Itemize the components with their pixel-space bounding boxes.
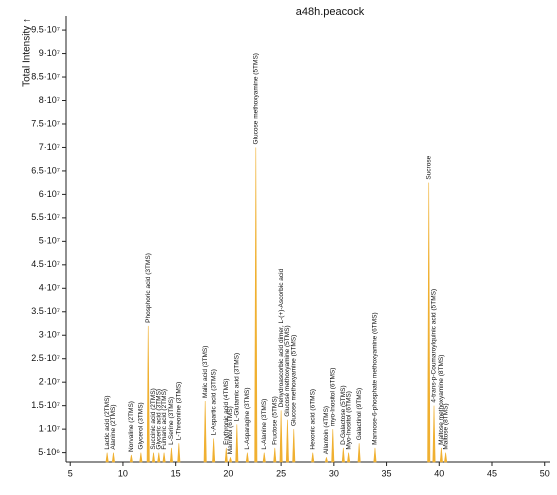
x-tick-label: 25 bbox=[276, 468, 286, 478]
peak-label: Malic acid (3TMS) bbox=[202, 346, 209, 398]
peak bbox=[262, 452, 266, 463]
y-tick-label: 8.5·10⁷ bbox=[31, 71, 60, 81]
peak-label: Allantoin (4TMS) bbox=[323, 406, 330, 454]
y-tick-label: 2·10⁷ bbox=[39, 377, 60, 387]
peak bbox=[162, 452, 166, 463]
x-tick-label: 40 bbox=[434, 468, 444, 478]
peak-label: Glucose methoxyamine (5TMS) bbox=[284, 325, 291, 416]
peak bbox=[373, 447, 377, 463]
peak-label: L-Threonine (3TMS) bbox=[176, 382, 183, 441]
peak bbox=[292, 429, 296, 463]
peak bbox=[324, 457, 329, 463]
peak bbox=[439, 447, 443, 463]
y-tick-label: 5.5·10⁷ bbox=[31, 212, 60, 222]
chart-title: a48h.peacock bbox=[296, 6, 365, 18]
x-tick-label: 20 bbox=[223, 468, 233, 478]
peak-label: Fumaric acid (2TMS) bbox=[161, 389, 168, 450]
y-tick-label: 7·10⁷ bbox=[39, 142, 60, 152]
peak bbox=[254, 147, 258, 463]
peak bbox=[285, 419, 289, 463]
peak bbox=[111, 452, 115, 463]
x-tick-label: 10 bbox=[118, 468, 128, 478]
peak bbox=[177, 443, 181, 463]
peak-label: Galactinol (9TMS) bbox=[356, 388, 363, 440]
peak bbox=[212, 438, 216, 463]
peak bbox=[341, 447, 345, 463]
peak-label: Hexonic acid (6TMS) bbox=[309, 389, 316, 450]
peak bbox=[146, 325, 150, 463]
peak-label: L-Serine (3TMS) bbox=[168, 397, 175, 445]
peak-label: L-Aspartic acid (3TMS) bbox=[210, 369, 217, 435]
y-tick-label: 7.5·10⁷ bbox=[31, 118, 60, 128]
x-tick-label: 5 bbox=[68, 468, 73, 478]
y-tick-label: 3·10⁷ bbox=[39, 330, 60, 340]
peak bbox=[347, 452, 351, 463]
y-tick-label: 2.5·10⁷ bbox=[31, 353, 60, 363]
peak-label: Fructose (5TMS) bbox=[272, 396, 279, 445]
peak bbox=[169, 447, 173, 463]
y-tick-label: 8·10⁷ bbox=[39, 95, 60, 105]
peak-label: Maltose methoxyamine (8TMS) bbox=[438, 355, 445, 445]
peak-label: Phosphoric acid (3TMS) bbox=[145, 253, 152, 323]
peak-label: Alanine (2TMS) bbox=[110, 404, 117, 449]
peak-label: myo-Inositol (6TMS) bbox=[329, 368, 336, 427]
peak-label: Mannose-6-phosphate methoxyamine (6TMS) bbox=[372, 312, 379, 445]
peak-label: D-Galactose (5TMS) bbox=[340, 385, 347, 445]
peak bbox=[129, 454, 133, 463]
peak-label: Glucose methoxyamine (5TMS) bbox=[290, 335, 297, 426]
peak-label: Maltose (8TMS) bbox=[442, 403, 449, 449]
peak bbox=[203, 400, 207, 463]
peak-label: Myo-Inositol (6TMS) bbox=[345, 391, 352, 450]
peak bbox=[444, 452, 448, 463]
y-tick-label: 4.5·10⁷ bbox=[31, 259, 60, 269]
peak-label: Lactic acid (2TMS) bbox=[104, 395, 111, 449]
x-tick-label: 35 bbox=[382, 468, 392, 478]
peak-label: L-Glutamic acid (3TMS) bbox=[234, 353, 241, 422]
y-axis-label: Total Intensity ↑ bbox=[22, 18, 33, 87]
peak-label: Dehydroascorbic acid dimer, L-(+)-Ascorb… bbox=[278, 268, 285, 407]
peak bbox=[157, 452, 161, 463]
peak bbox=[105, 452, 109, 463]
y-tick-label: 6.5·10⁷ bbox=[31, 165, 60, 175]
y-tick-label: 9.5·10⁷ bbox=[31, 24, 60, 34]
peak bbox=[311, 452, 315, 463]
peak bbox=[273, 447, 277, 463]
y-tick-label: 4·10⁷ bbox=[39, 283, 60, 293]
peak bbox=[228, 457, 233, 463]
peak-label: Glyceric acid (3TMS) bbox=[156, 389, 163, 450]
peak-label: Norvaline (2TMS) bbox=[128, 401, 135, 452]
peak bbox=[357, 443, 361, 463]
y-tick-label: 3.5·10⁷ bbox=[31, 306, 60, 316]
peak-label: Succinic acid (2TMS) bbox=[150, 388, 157, 449]
peak-label: Glucose methoxyamine (5TMS) bbox=[253, 53, 260, 144]
x-tick-label: 50 bbox=[540, 468, 550, 478]
y-tick-label: 1.5·10⁷ bbox=[31, 400, 60, 410]
y-tick-label: 9·10⁷ bbox=[39, 48, 60, 58]
peak bbox=[151, 452, 156, 463]
peak-label: 4-trans-p-Coumaroylquinic acid (5TMS) bbox=[431, 289, 438, 403]
peak bbox=[245, 452, 249, 463]
peak bbox=[432, 405, 436, 463]
peak bbox=[331, 429, 335, 463]
y-tick-label: 6·10⁷ bbox=[39, 189, 60, 199]
peak bbox=[427, 182, 431, 463]
peak bbox=[224, 447, 228, 463]
peak bbox=[139, 452, 143, 463]
y-tick-label: 5·10⁷ bbox=[39, 236, 60, 246]
peak-label: Erythronic acid (4TMS) bbox=[223, 378, 230, 444]
x-tick-label: 45 bbox=[487, 468, 497, 478]
peak-label: Sucrose bbox=[425, 155, 432, 179]
y-tick-label: 5·10⁶ bbox=[38, 447, 60, 457]
x-tick-label: 30 bbox=[329, 468, 339, 478]
peak bbox=[235, 424, 239, 463]
peak-label: Glycerol (3TMS) bbox=[138, 402, 145, 449]
peak-label: Mannitol (6TMS) bbox=[227, 406, 234, 454]
peak-label: L-Asparagine (3TMS) bbox=[244, 387, 251, 449]
x-tick-label: 15 bbox=[171, 468, 181, 478]
peak bbox=[279, 410, 283, 463]
y-tick-label: 1·10⁷ bbox=[39, 424, 60, 434]
peak-label: L-Alanine (3TMS) bbox=[261, 399, 268, 450]
